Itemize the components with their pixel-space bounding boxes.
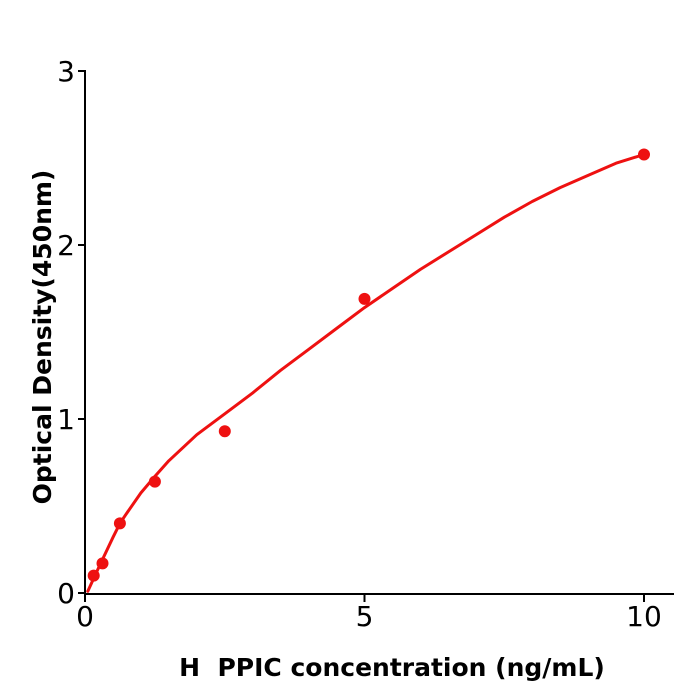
data-point bbox=[96, 557, 109, 570]
data-point bbox=[638, 148, 650, 161]
x-tick-label: 0 bbox=[76, 600, 94, 633]
x-axis-title: H PPIC concentration (ng/mL) bbox=[179, 653, 605, 682]
x-tick-label: 10 bbox=[626, 600, 662, 633]
fit-curve-line bbox=[86, 153, 646, 593]
y-tick-label: 3 bbox=[57, 55, 75, 88]
y-tick-label: 0 bbox=[57, 577, 75, 610]
data-point bbox=[87, 569, 100, 582]
y-tick-label: 2 bbox=[57, 229, 75, 262]
data-point bbox=[218, 425, 231, 438]
y-tick-label: 1 bbox=[57, 403, 75, 436]
x-tick-label: 5 bbox=[356, 600, 374, 633]
data-point bbox=[148, 475, 161, 488]
plot-layer bbox=[86, 148, 650, 593]
data-point bbox=[358, 292, 371, 305]
y-axis-title: Optical Density(450nm) bbox=[28, 170, 57, 505]
data-point bbox=[113, 517, 126, 530]
axes-layer: 0 1 2 3 0 5 10 bbox=[57, 55, 674, 633]
